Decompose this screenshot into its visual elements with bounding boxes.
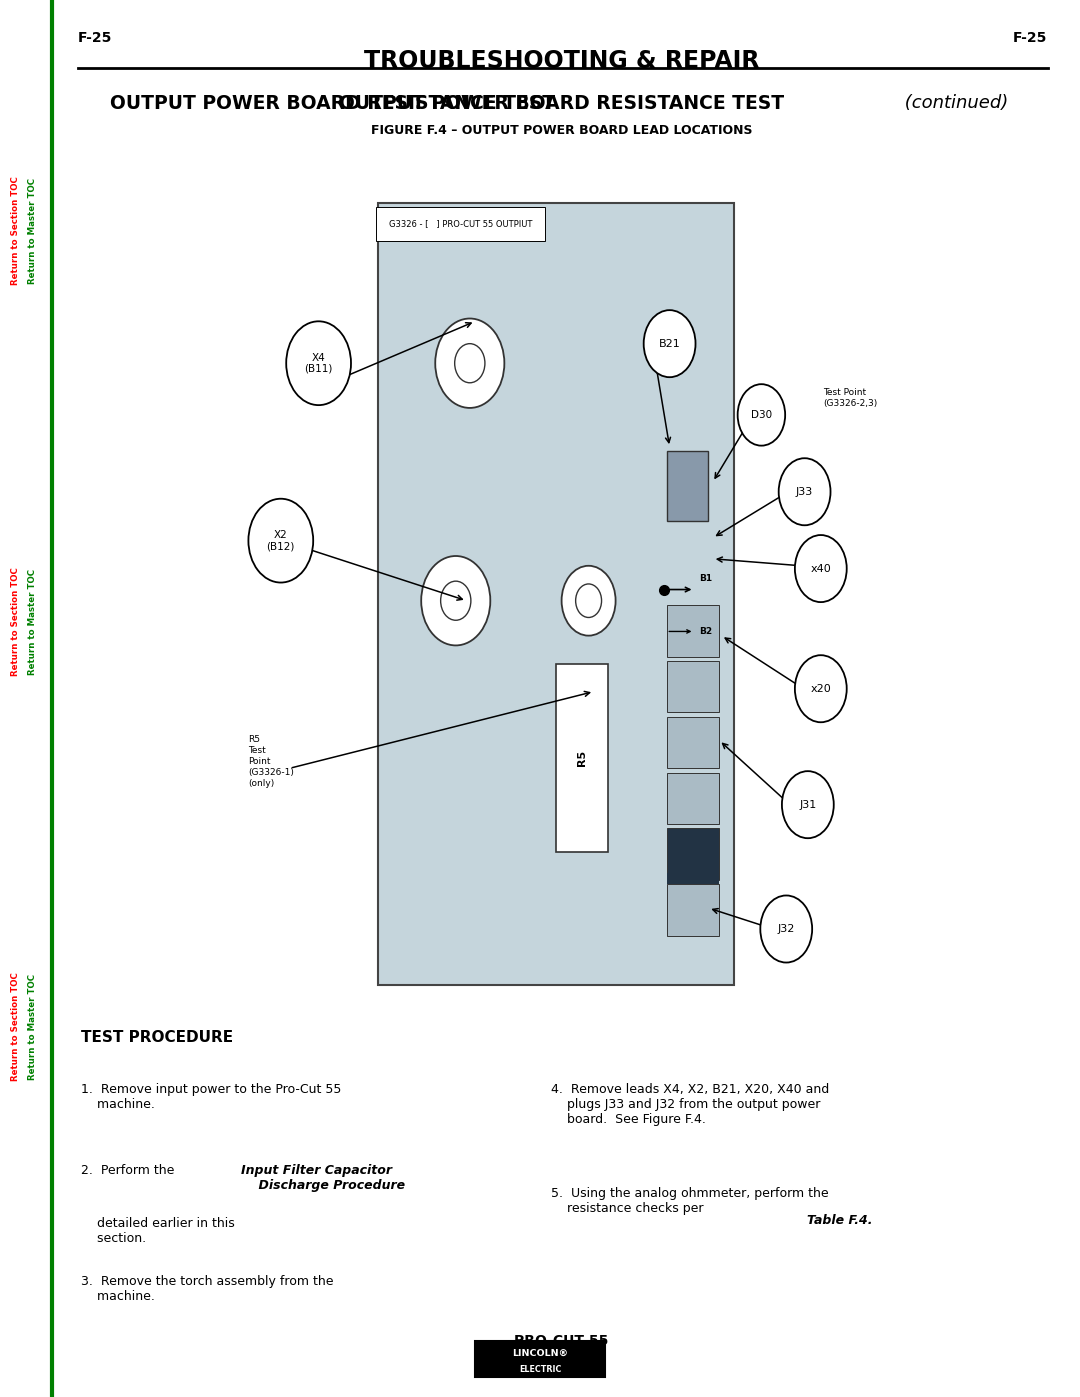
Bar [667,717,719,768]
Text: X2
(B12): X2 (B12) [267,529,295,552]
Text: Return to Section TOC: Return to Section TOC [11,972,19,1081]
Text: R5
Test
Point
(G3326-1)
(only): R5 Test Point (G3326-1) (only) [248,735,294,788]
Text: X4
(B11): X4 (B11) [305,352,333,374]
Circle shape [579,686,598,711]
Text: 4.  Remove leads X4, X2, B21, X20, X40 and
    plugs J33 and J32 from the output: 4. Remove leads X4, X2, B21, X20, X40 an… [551,1083,829,1126]
Text: OUTPUT POWER BOARD RESISTANCE TEST: OUTPUT POWER BOARD RESISTANCE TEST [339,94,784,113]
Text: F-25: F-25 [1013,31,1048,45]
Bar [556,664,608,852]
Bar [475,1341,605,1377]
Text: J32: J32 [778,923,795,935]
Circle shape [760,895,812,963]
Text: 5.  Using the analog ohmmeter, perform the
    resistance checks per: 5. Using the analog ohmmeter, perform th… [551,1187,828,1215]
Circle shape [738,384,785,446]
Circle shape [248,499,313,583]
Text: B1: B1 [699,574,712,583]
Text: Return to Section TOC: Return to Section TOC [11,567,19,676]
Text: Return to Master TOC: Return to Master TOC [28,177,37,284]
Text: LINCOLN®: LINCOLN® [512,1350,568,1358]
Text: x40: x40 [810,563,832,574]
Bar [667,451,708,521]
Text: D30: D30 [751,409,772,420]
Text: OUTPUT POWER BOARD RESISTANCE TEST: OUTPUT POWER BOARD RESISTANCE TEST [110,94,562,113]
Circle shape [562,566,616,636]
Text: 2.  Perform the: 2. Perform the [81,1164,178,1176]
Text: TEST PROCEDURE: TEST PROCEDURE [81,1030,233,1045]
Bar [378,203,734,985]
Text: B2: B2 [699,627,712,636]
Text: (continued): (continued) [899,94,1008,112]
Circle shape [435,319,504,408]
Text: detailed earlier in this
    section.: detailed earlier in this section. [81,1217,234,1245]
Text: Table F.4.: Table F.4. [807,1214,873,1227]
Text: Input Filter Capacitor
    Discharge Procedure: Input Filter Capacitor Discharge Procedu… [241,1164,405,1192]
Circle shape [782,771,834,838]
Text: B21: B21 [659,338,680,349]
Bar [667,605,719,657]
Text: F-25: F-25 [78,31,112,45]
Circle shape [779,458,831,525]
Bar [667,773,719,824]
Circle shape [421,556,490,645]
Bar [667,873,719,884]
Text: J33: J33 [796,486,813,497]
Bar [667,661,719,712]
Circle shape [795,655,847,722]
Text: PRO-CUT 55: PRO-CUT 55 [514,1334,609,1348]
Text: ELECTRIC: ELECTRIC [518,1365,562,1375]
Bar [667,884,719,936]
Text: 3.  Remove the torch assembly from the
    machine.: 3. Remove the torch assembly from the ma… [81,1275,334,1303]
Bar [667,828,719,880]
Text: OUTPUT POWER BOARD RESISTANCE TEST: OUTPUT POWER BOARD RESISTANCE TEST [339,94,784,113]
Text: G3326 - [   ] PRO-CUT 55 OUTPIUT: G3326 - [ ] PRO-CUT 55 OUTPIUT [389,219,532,228]
Text: x20: x20 [810,683,832,694]
Text: 1.  Remove input power to the Pro-Cut 55
    machine.: 1. Remove input power to the Pro-Cut 55 … [81,1083,341,1111]
Text: TROUBLESHOOTING & REPAIR: TROUBLESHOOTING & REPAIR [364,49,759,73]
Text: R5: R5 [577,750,588,766]
Text: Return to Master TOC: Return to Master TOC [28,974,37,1080]
Circle shape [286,321,351,405]
Text: Return to Master TOC: Return to Master TOC [28,569,37,675]
Circle shape [644,310,696,377]
Text: FIGURE F.4 – OUTPUT POWER BOARD LEAD LOCATIONS: FIGURE F.4 – OUTPUT POWER BOARD LEAD LOC… [370,124,753,137]
Text: Test Point
(G3326-2,3): Test Point (G3326-2,3) [823,388,877,408]
Text: Return to Section TOC: Return to Section TOC [11,176,19,285]
Circle shape [795,535,847,602]
Text: J31: J31 [799,799,816,810]
